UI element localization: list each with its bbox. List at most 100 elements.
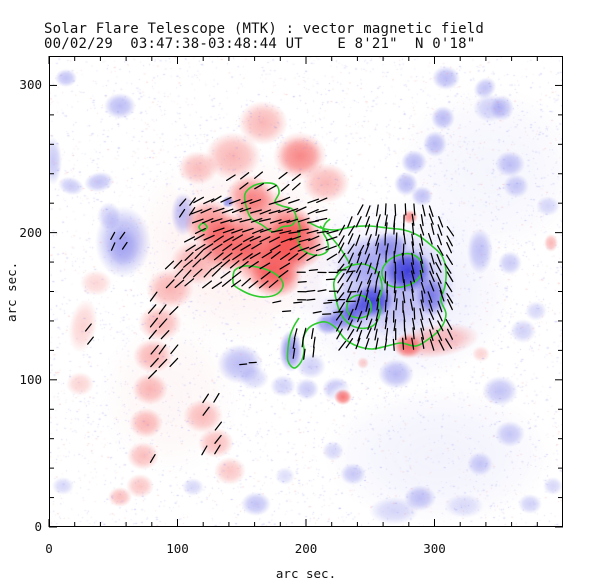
field-vector — [174, 268, 184, 278]
field-vector — [428, 308, 435, 320]
field-vector — [201, 218, 214, 224]
field-vector — [364, 242, 370, 255]
field-vector — [315, 217, 328, 222]
field-vector — [384, 214, 388, 227]
field-vector — [394, 203, 397, 217]
contour-line — [332, 263, 383, 330]
field-vector — [268, 200, 281, 206]
field-vector — [375, 204, 379, 217]
field-vector — [280, 183, 290, 192]
field-vector — [239, 182, 249, 190]
field-vector — [228, 199, 241, 205]
field-vector — [446, 241, 453, 254]
field-vector — [438, 216, 444, 228]
field-vector — [242, 235, 254, 243]
field-vector — [428, 205, 434, 218]
field-vector — [445, 254, 454, 266]
field-vector — [306, 289, 316, 293]
field-vector — [413, 203, 416, 216]
field-vector — [336, 263, 345, 274]
field-vector — [292, 337, 296, 350]
field-vector — [188, 207, 196, 216]
field-vector — [230, 218, 243, 223]
field-vector — [364, 289, 369, 302]
field-vector — [354, 298, 360, 311]
field-vector — [411, 233, 415, 246]
field-vector — [403, 232, 406, 245]
field-vector — [110, 231, 116, 241]
field-vector — [174, 279, 185, 289]
field-vector — [279, 230, 292, 234]
field-vector — [411, 252, 415, 265]
field-vector — [297, 246, 310, 252]
field-vector — [194, 227, 206, 235]
field-vector — [202, 280, 213, 289]
field-vector — [231, 228, 243, 234]
field-vector — [437, 282, 443, 294]
field-vector — [239, 218, 252, 223]
field-vector — [150, 344, 159, 355]
field-vector — [293, 328, 298, 340]
field-vector — [429, 280, 435, 292]
plot-frame — [49, 56, 563, 527]
field-vector — [385, 327, 389, 341]
field-vector — [183, 259, 193, 268]
field-vector — [355, 216, 362, 228]
x-tick-label: 0 — [45, 541, 53, 556]
field-vector — [393, 289, 397, 303]
field-vector — [292, 347, 296, 359]
field-vector — [338, 235, 345, 247]
field-vector — [435, 261, 442, 273]
field-vector — [254, 171, 264, 179]
field-vector — [404, 203, 407, 216]
field-vector — [333, 310, 343, 314]
field-vector — [298, 238, 311, 243]
field-vector — [337, 272, 345, 284]
field-vector — [289, 243, 301, 251]
field-vector — [279, 262, 291, 270]
field-vector — [411, 337, 415, 350]
field-vector — [438, 339, 445, 351]
field-vector — [336, 328, 343, 340]
field-vector — [184, 251, 194, 261]
field-vector — [212, 243, 223, 251]
field-vector — [325, 236, 338, 242]
field-vector — [421, 336, 425, 350]
x-tick-label: 200 — [294, 541, 318, 556]
field-vector — [429, 329, 434, 342]
field-vector — [307, 198, 320, 204]
field-vector — [149, 317, 158, 328]
field-vector — [254, 183, 265, 190]
field-vector — [293, 301, 303, 304]
field-vector — [240, 243, 252, 251]
field-vector — [337, 301, 345, 313]
field-vector — [347, 308, 354, 321]
field-vector — [347, 280, 353, 293]
field-vector — [419, 269, 424, 283]
field-vector — [411, 241, 415, 254]
field-vector — [446, 271, 454, 283]
field-vector — [212, 207, 225, 213]
field-vector — [445, 338, 453, 349]
field-vector — [158, 304, 167, 315]
field-vector — [420, 299, 425, 312]
field-vector — [367, 262, 372, 275]
field-vector — [346, 270, 356, 273]
field-vector — [306, 220, 320, 224]
field-vector — [427, 232, 433, 245]
field-vector — [375, 270, 380, 283]
field-vector — [384, 338, 388, 351]
field-vector — [220, 259, 231, 268]
field-vector — [190, 209, 203, 215]
field-vector — [338, 242, 345, 254]
field-vector — [242, 253, 253, 261]
field-vector — [375, 309, 380, 322]
field-vector — [348, 252, 354, 264]
field-vector — [375, 234, 380, 247]
x-axis-label: arc sec. — [275, 566, 337, 581]
field-vector — [250, 217, 263, 223]
field-vector — [446, 328, 454, 340]
field-vector — [409, 298, 414, 311]
